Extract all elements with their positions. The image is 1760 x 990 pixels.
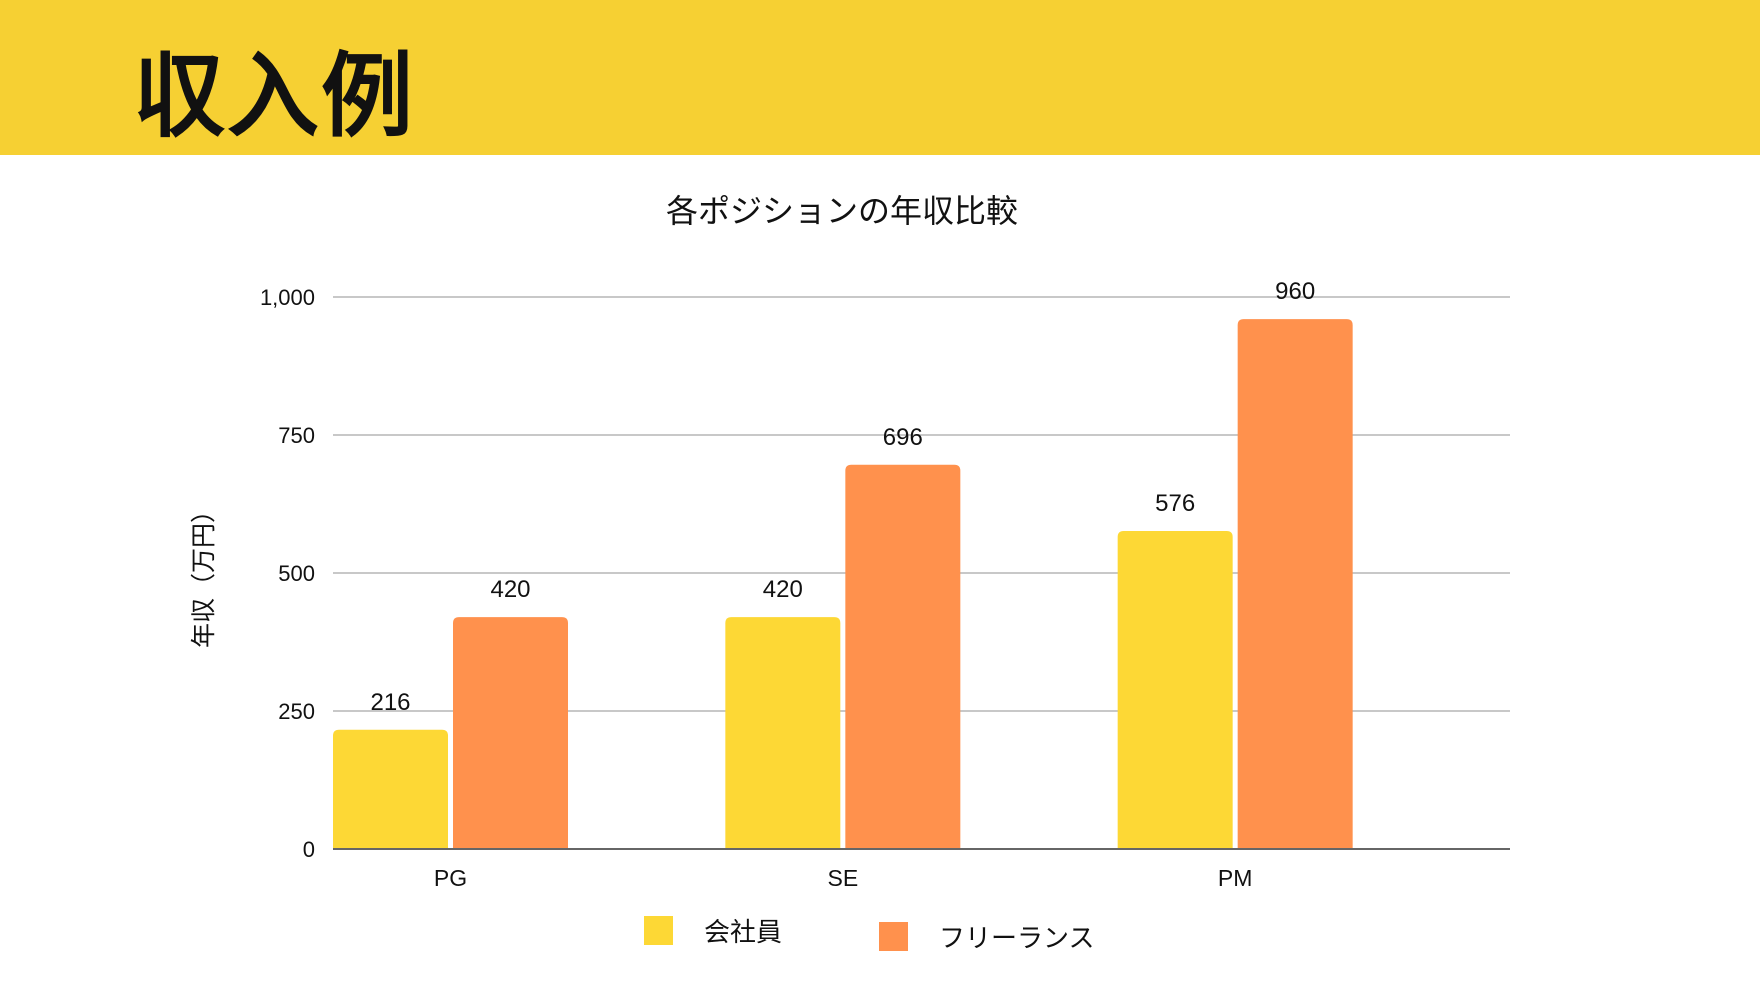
legend-item-company: 会社員 <box>644 912 782 949</box>
y-axis-label: 年収（万円） <box>189 498 218 648</box>
y-tick-label: 500 <box>278 561 315 586</box>
y-tick-label: 1,000 <box>260 285 315 310</box>
data-label: 216 <box>370 689 410 716</box>
bar-pg-company <box>333 729 448 849</box>
x-tick-label: SE <box>827 865 858 891</box>
data-label: 576 <box>1155 490 1195 517</box>
data-label: 420 <box>490 576 530 603</box>
legend-label-company: 会社員 <box>704 918 783 948</box>
data-label: 420 <box>763 576 803 603</box>
legend-item-freelance: フリーランス <box>879 918 1094 955</box>
bar-pg-freelance <box>453 617 568 849</box>
page-title: 収入例 <box>133 43 416 150</box>
bar-se-company <box>725 617 841 849</box>
chart-title: 各ポジションの年収比較 <box>666 192 1018 230</box>
legend-label-freelance: フリーランス <box>939 924 1095 954</box>
bar-pm-freelance <box>1237 319 1353 850</box>
data-label: 960 <box>1275 278 1315 305</box>
y-tick-label: 750 <box>278 423 315 448</box>
y-tick-label: 0 <box>303 837 315 862</box>
legend-swatch-company <box>644 916 673 945</box>
data-label: 696 <box>883 424 923 451</box>
y-tick-label: 250 <box>278 699 315 724</box>
x-tick-label: PM <box>1218 865 1253 891</box>
header-banner: 収入例 <box>0 0 1760 155</box>
bar-se-freelance <box>845 464 961 849</box>
legend-swatch-freelance <box>879 922 908 951</box>
x-tick-label: PG <box>434 865 467 891</box>
bar-pm-company <box>1117 531 1233 849</box>
